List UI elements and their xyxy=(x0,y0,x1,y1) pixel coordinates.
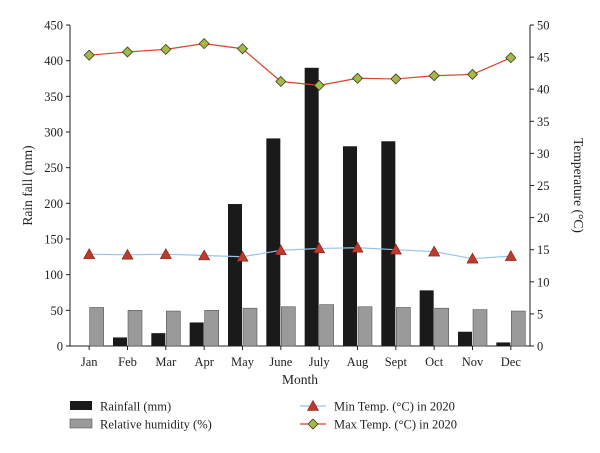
min-temp-line xyxy=(89,247,511,260)
y-right-tick-label: 50 xyxy=(537,19,550,33)
max-temp-point xyxy=(83,49,95,61)
y-left-tick-label: 50 xyxy=(51,304,64,318)
min-temp-point xyxy=(313,242,326,254)
y-left-tick-label: 300 xyxy=(44,126,63,140)
x-tick-label: Feb xyxy=(118,355,137,369)
lines-layer xyxy=(83,38,517,264)
max-temp-point xyxy=(160,43,172,55)
y-right-tick-label: 40 xyxy=(537,83,550,97)
max-temp-line xyxy=(89,43,512,86)
max-temp-point xyxy=(390,73,402,85)
y-right-tick-label: 0 xyxy=(537,340,543,354)
legend-marker-min-temp xyxy=(306,399,320,411)
min-temp-point xyxy=(428,245,441,257)
min-temp-point xyxy=(351,241,364,253)
y-right-tick-label: 20 xyxy=(537,211,550,225)
min-temp-point xyxy=(504,250,517,261)
humidity-bar xyxy=(127,310,143,347)
min-temp-point xyxy=(274,244,287,256)
rainfall-bar xyxy=(113,337,127,346)
y-right-tick-label: 15 xyxy=(537,243,550,257)
max-temp-point xyxy=(505,52,517,64)
legend-swatch-humidity xyxy=(69,418,93,429)
y-right-tick-label: 5 xyxy=(537,307,543,321)
max-temp-point xyxy=(198,38,210,50)
min-temp-point xyxy=(466,252,479,264)
y-left-tick-label: 0 xyxy=(57,340,63,354)
x-tick-label: July xyxy=(309,355,331,369)
bars-layer xyxy=(89,67,526,347)
min-temp-point xyxy=(198,249,211,261)
min-temp-point xyxy=(83,248,96,259)
humidity-bar xyxy=(472,309,488,347)
rainfall-bar xyxy=(304,67,319,347)
rainfall-bar xyxy=(228,204,242,346)
y-left-tick-label: 100 xyxy=(44,268,63,282)
max-temp-point xyxy=(428,70,440,82)
rainfall-bar xyxy=(151,333,166,346)
legend: Rainfall (mm) Relative humidity (%) Min Te… xyxy=(69,399,457,432)
x-tick-label: Jan xyxy=(81,355,98,369)
y-axis-left-title: Rain fall (mm) xyxy=(20,145,35,225)
max-temp-point xyxy=(466,68,479,80)
legend-label-humidity: Relative humidity (%) xyxy=(100,418,212,432)
x-tick-label: Nov xyxy=(462,355,484,369)
legend-swatch-rainfall xyxy=(70,401,92,410)
humidity-bar xyxy=(357,306,373,347)
rainfall-bar xyxy=(343,146,357,346)
max-temp-point xyxy=(121,46,134,58)
humidity-bar xyxy=(434,307,449,347)
x-tick-label: June xyxy=(269,355,292,369)
x-tick-label: May xyxy=(231,355,255,369)
humidity-bar xyxy=(166,310,181,347)
humidity-bar xyxy=(204,310,219,347)
y-left-tick-label: 400 xyxy=(44,54,63,68)
max-temp-point xyxy=(313,79,325,91)
x-tick-label: Oct xyxy=(425,355,444,369)
y-left-tick-label: 450 xyxy=(44,19,63,33)
max-temp-point xyxy=(236,43,249,55)
rainfall-bar xyxy=(419,290,434,346)
x-tick-label: Mar xyxy=(155,355,177,369)
y-right-tick-label: 25 xyxy=(537,179,550,193)
x-tick-label: Dec xyxy=(501,355,522,369)
rainfall-bar xyxy=(496,342,511,346)
y-right-tick-label: 30 xyxy=(537,147,550,161)
y-left-tick-label: 250 xyxy=(44,161,63,175)
y-left-tick-label: 200 xyxy=(44,197,63,211)
max-temp-point xyxy=(351,72,364,84)
humidity-bar xyxy=(242,307,258,347)
humidity-bar xyxy=(396,307,411,347)
min-temp-point xyxy=(389,243,402,255)
humidity-bar xyxy=(319,304,334,347)
y-left-tick-label: 350 xyxy=(44,90,63,104)
humidity-bar xyxy=(281,306,296,347)
min-temp-point xyxy=(121,248,134,260)
y-right-tick-label: 10 xyxy=(537,275,550,289)
y-axis-right-title: Temperature (°C) xyxy=(571,138,586,233)
humidity-bar xyxy=(89,307,104,347)
rainfall-bar xyxy=(458,331,472,346)
y-right-tick-label: 45 xyxy=(537,51,550,65)
min-temp-point xyxy=(236,250,249,262)
legend-marker-max-temp xyxy=(307,418,319,430)
x-tick-label: Aug xyxy=(347,355,369,369)
legend-label-max-temp: Max Temp. (°C) in 2020 xyxy=(334,418,457,432)
min-temp-point xyxy=(159,248,172,259)
legend-label-rainfall: Rainfall (mm) xyxy=(100,400,171,414)
rainfall-bar xyxy=(266,138,281,346)
x-tick-label: Apr xyxy=(194,355,214,369)
axes-layer: 0 50 100 150 200 250 300 350 400 450 0 5 10 15 20 25 30 3… xyxy=(20,19,586,388)
humidity-bar xyxy=(511,310,526,347)
rainfall-bar xyxy=(189,322,204,346)
legend-label-min-temp: Min Temp. (°C) in 2020 xyxy=(334,400,455,414)
x-tick-label: Sept xyxy=(385,355,408,369)
y-right-tick-label: 35 xyxy=(537,115,550,129)
rainfall-bar xyxy=(381,141,396,346)
y-left-tick-label: 150 xyxy=(44,233,63,247)
max-temp-point xyxy=(275,75,287,88)
x-axis-title: Month xyxy=(282,372,318,387)
